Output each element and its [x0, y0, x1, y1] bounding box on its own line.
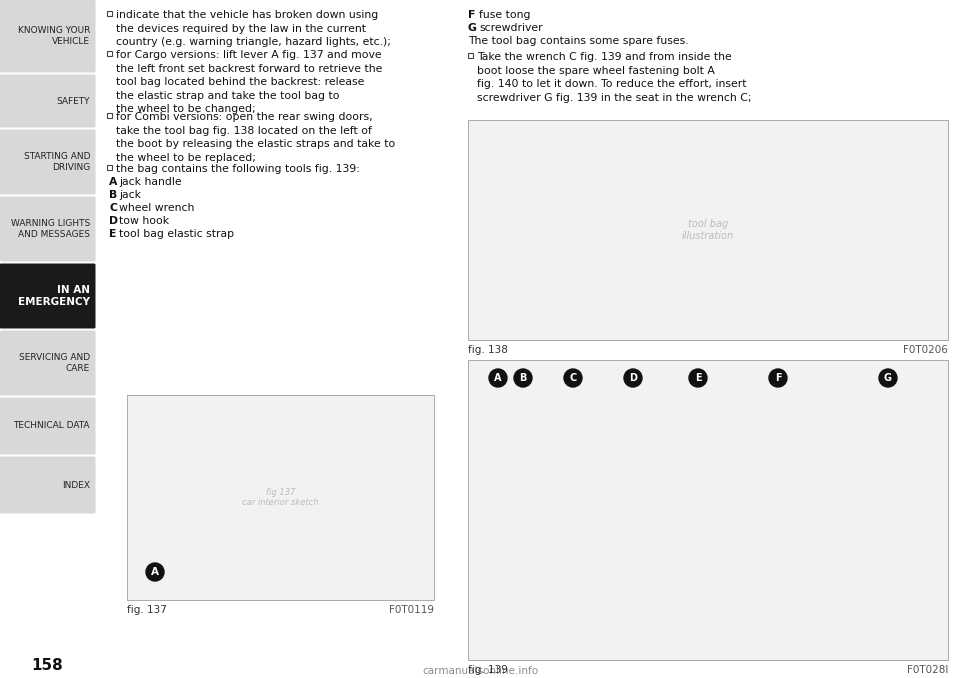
Text: A: A — [494, 373, 502, 383]
Text: wheel wrench: wheel wrench — [119, 203, 194, 213]
Text: F0T028I: F0T028I — [906, 665, 948, 675]
Text: F0T0119: F0T0119 — [389, 605, 434, 615]
Text: carmanualsonline.info: carmanualsonline.info — [422, 666, 538, 676]
Bar — [468, 120, 948, 340]
FancyBboxPatch shape — [0, 0, 95, 73]
Text: fig. 138: fig. 138 — [468, 345, 508, 355]
Text: Take the wrench C fig. 139 and from inside the
boot loose the spare wheel fasten: Take the wrench C fig. 139 and from insi… — [477, 52, 752, 103]
Text: IN AN
EMERGENCY: IN AN EMERGENCY — [18, 285, 90, 307]
FancyBboxPatch shape — [0, 456, 95, 513]
Text: STARTING AND
DRIVING: STARTING AND DRIVING — [23, 152, 90, 172]
Bar — [468, 360, 948, 660]
Text: jack: jack — [119, 190, 141, 200]
Circle shape — [769, 369, 787, 387]
Bar — [107, 51, 112, 56]
Text: B: B — [109, 190, 117, 200]
Text: tool bag
illustration: tool bag illustration — [682, 219, 734, 241]
Bar — [127, 395, 434, 600]
Text: KNOWING YOUR
VEHICLE: KNOWING YOUR VEHICLE — [17, 26, 90, 46]
Text: D: D — [629, 373, 637, 383]
Circle shape — [514, 369, 532, 387]
FancyBboxPatch shape — [0, 264, 95, 329]
Text: 158: 158 — [32, 658, 63, 673]
Text: F0T0206: F0T0206 — [903, 345, 948, 355]
Text: E: E — [695, 373, 702, 383]
Text: SERVICING AND
CARE: SERVICING AND CARE — [19, 353, 90, 373]
Text: for Combi versions: open the rear swing doors,
take the tool bag fig. 138 locate: for Combi versions: open the rear swing … — [116, 112, 396, 163]
FancyBboxPatch shape — [0, 397, 95, 454]
Text: fuse tong: fuse tong — [479, 10, 531, 20]
Text: indicate that the vehicle has broken down using
the devices required by the law : indicate that the vehicle has broken dow… — [116, 10, 391, 47]
Circle shape — [689, 369, 707, 387]
Circle shape — [564, 369, 582, 387]
Circle shape — [489, 369, 507, 387]
Text: E: E — [109, 229, 116, 239]
Text: INDEX: INDEX — [62, 481, 90, 490]
Text: fig. 139: fig. 139 — [468, 665, 508, 675]
Text: WARNING LIGHTS
AND MESSAGES: WARNING LIGHTS AND MESSAGES — [11, 219, 90, 239]
Text: C: C — [109, 203, 117, 213]
Text: TECHNICAL DATA: TECHNICAL DATA — [13, 422, 90, 431]
FancyBboxPatch shape — [0, 129, 95, 195]
Text: D: D — [109, 216, 118, 226]
Bar — [107, 11, 112, 16]
FancyBboxPatch shape — [0, 75, 95, 127]
Text: F: F — [468, 10, 475, 20]
Text: G: G — [884, 373, 892, 383]
Text: fig. 137: fig. 137 — [127, 605, 167, 615]
Text: The tool bag contains some spare fuses.: The tool bag contains some spare fuses. — [468, 36, 688, 46]
Text: the bag contains the following tools fig. 139:: the bag contains the following tools fig… — [116, 164, 360, 174]
Bar — [107, 165, 112, 170]
Text: jack handle: jack handle — [119, 177, 181, 187]
Text: B: B — [519, 373, 527, 383]
Circle shape — [624, 369, 642, 387]
Text: C: C — [569, 373, 577, 383]
Text: A: A — [151, 567, 159, 577]
Text: F: F — [775, 373, 781, 383]
Circle shape — [879, 369, 897, 387]
FancyBboxPatch shape — [0, 330, 95, 395]
FancyBboxPatch shape — [0, 197, 95, 262]
Text: A: A — [109, 177, 117, 187]
Text: tow hook: tow hook — [119, 216, 169, 226]
Text: G: G — [468, 23, 477, 33]
Text: screwdriver: screwdriver — [479, 23, 542, 33]
Text: SAFETY: SAFETY — [57, 96, 90, 106]
Text: tool bag elastic strap: tool bag elastic strap — [119, 229, 234, 239]
Bar — [468, 53, 473, 58]
Bar — [107, 113, 112, 118]
Text: for Cargo versions: lift lever A fig. 137 and move
the left front set backrest f: for Cargo versions: lift lever A fig. 13… — [116, 50, 382, 115]
Circle shape — [146, 563, 164, 581]
Text: fig 137
car interior sketch: fig 137 car interior sketch — [242, 487, 319, 507]
